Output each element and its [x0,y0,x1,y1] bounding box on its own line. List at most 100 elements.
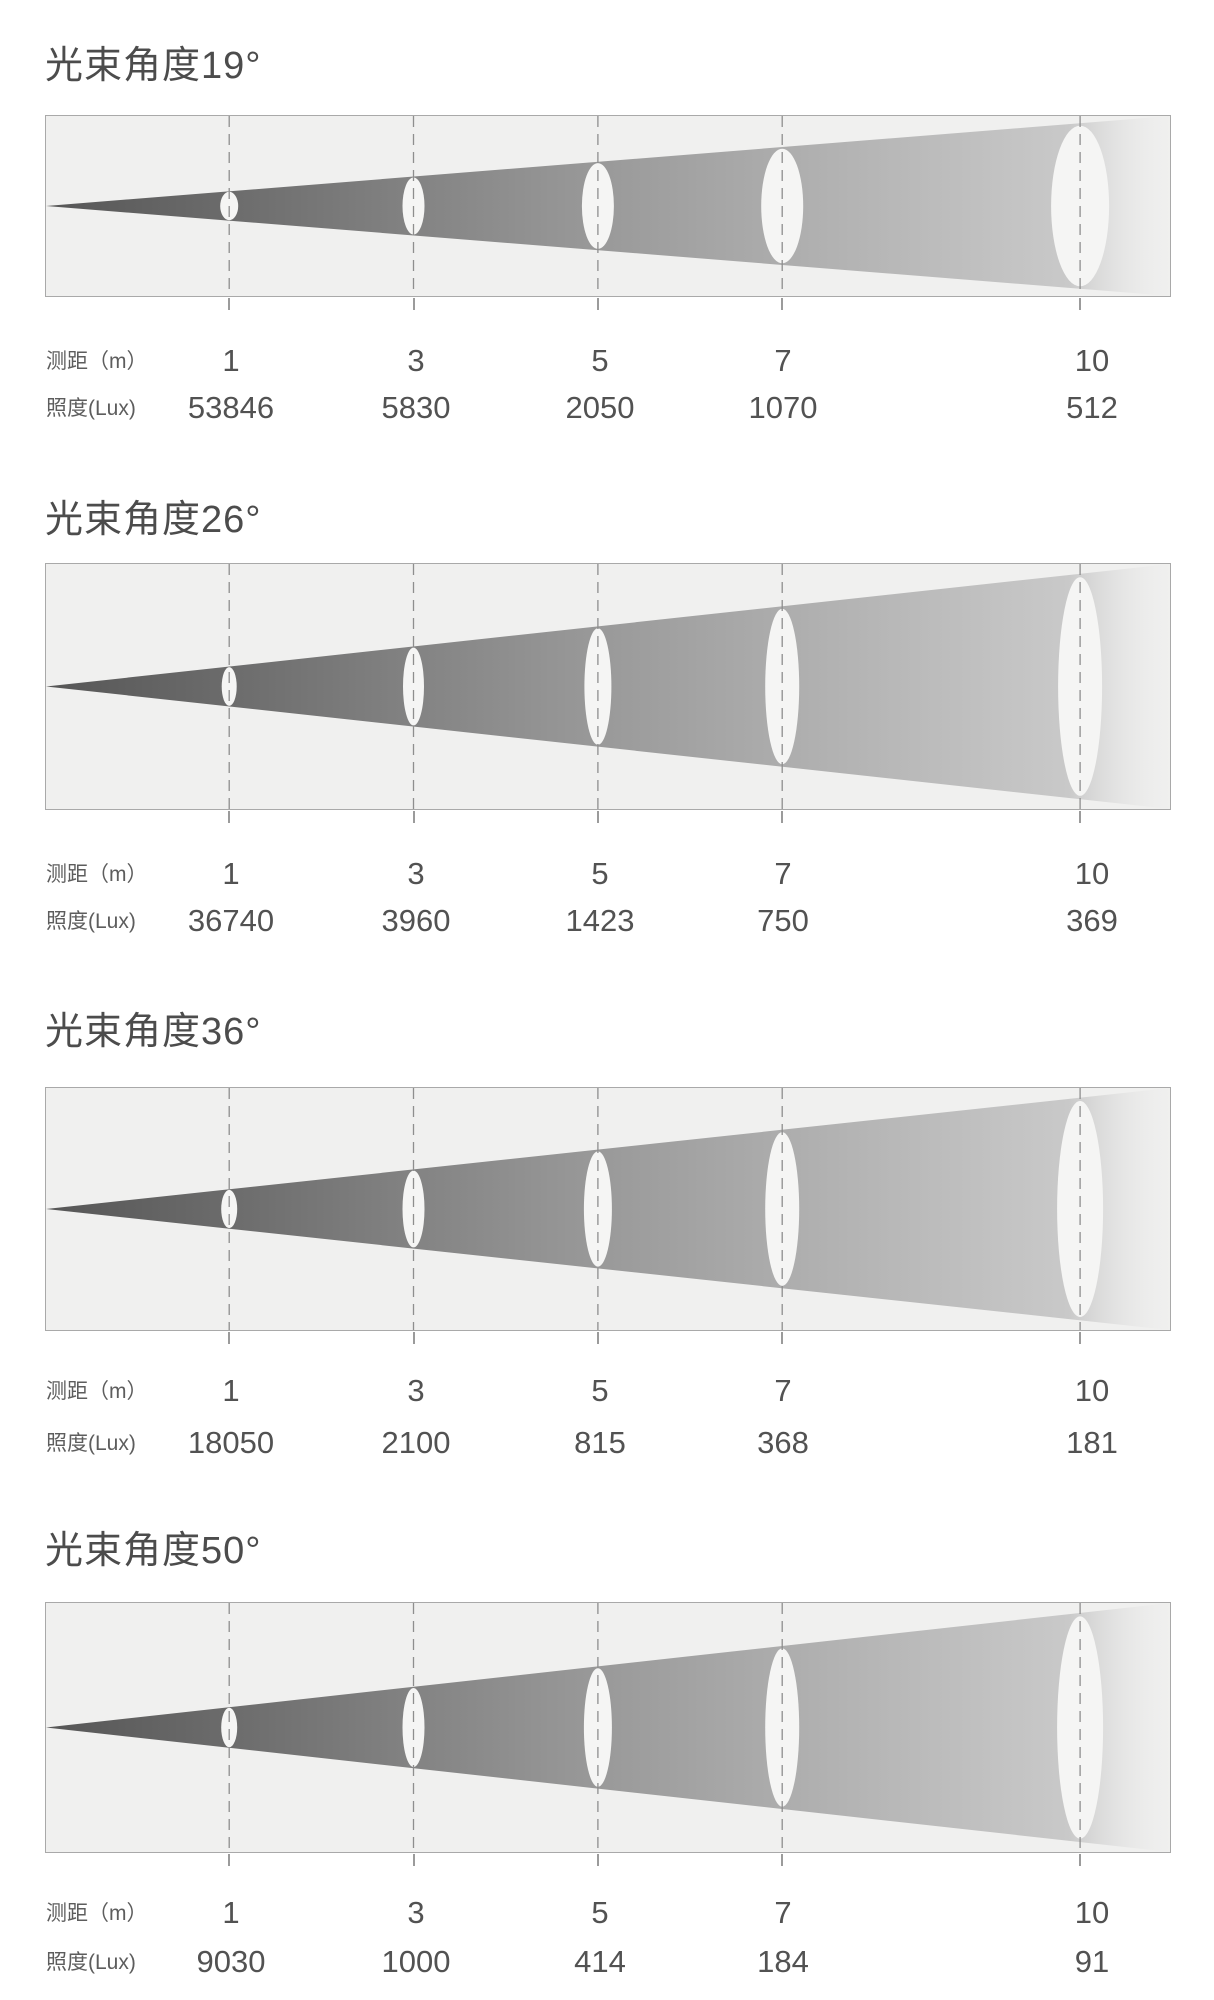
beam-spot-ellipse [765,608,800,765]
lux-row-label: 照度(Lux) [46,910,136,933]
beam-spot-ellipse [403,647,424,726]
beam-spot-ellipse [402,1688,425,1767]
distance-value: 10 [1074,1373,1110,1408]
lux-value: 1423 [565,903,635,938]
beam-diagram-panel [45,563,1171,810]
distance-value: 7 [774,1373,792,1408]
lux-value: 2100 [381,1425,451,1460]
beam-spot-ellipse [1057,1101,1104,1317]
distance-ticks [45,298,1169,312]
distance-row-label: 测距（m） [46,1380,148,1403]
distance-value: 3 [407,1373,425,1408]
distance-tick [596,1854,599,1866]
beam-spot-ellipse [402,1170,425,1248]
distance-tick [1079,811,1082,823]
beam-spot-ellipse [221,667,237,706]
lux-value: 815 [574,1425,626,1460]
lux-value: 512 [1066,390,1118,425]
lux-row-label: 照度(Lux) [46,1432,136,1455]
lux-value: 184 [757,1944,809,1979]
beam-diagram-panel [45,115,1171,297]
beam-diagram-panel [45,1087,1171,1331]
distance-tick [228,298,231,310]
beam-spot-ellipse [1058,577,1103,796]
distance-value: 10 [1074,1895,1110,1930]
beam-diagram [46,1088,1170,1330]
distance-ticks [45,1332,1169,1346]
lux-value: 36740 [187,903,275,938]
lux-value: 750 [757,903,809,938]
distance-tick [596,811,599,823]
distance-tick [781,811,784,823]
distance-row-label: 测距（m） [46,350,148,373]
lux-value: 3960 [381,903,451,938]
section-title: 光束角度50° [45,1530,262,1572]
lux-row-label: 照度(Lux) [46,397,136,420]
distance-tick [412,298,415,310]
lux-value: 181 [1066,1425,1118,1460]
distance-value: 1 [222,856,240,891]
distance-ticks [45,811,1169,825]
lux-row: 照度(Lux) 53846 5830 2050 1070 512 [0,389,1214,427]
beam-spot-ellipse [221,1189,238,1229]
distance-value: 5 [591,343,609,378]
distance-tick [228,1854,231,1866]
beam-spot-ellipse [765,1132,800,1286]
beam-spot-ellipse [1057,1616,1104,1839]
lux-value: 2050 [565,390,635,425]
distance-ticks [45,1854,1169,1868]
beam-diagram [46,564,1170,809]
distance-value: 10 [1074,856,1110,891]
lux-value: 9030 [196,1944,266,1979]
lux-value: 1000 [381,1944,451,1979]
distance-tick [228,811,231,823]
distance-value: 7 [774,343,792,378]
distance-tick [412,1332,415,1344]
distance-value: 3 [407,343,425,378]
distance-value: 3 [407,1895,425,1930]
distance-tick [781,298,784,310]
distance-row: 测距（m） 1 3 5 7 10 [0,855,1214,893]
beam-spot-ellipse [221,1707,238,1748]
distance-value: 1 [222,1373,240,1408]
lux-value: 369 [1066,903,1118,938]
beam-diagram-panel [45,1602,1171,1853]
distance-row-label: 测距（m） [46,863,148,886]
distance-value: 1 [222,343,240,378]
lux-value: 53846 [187,390,275,425]
lux-row: 照度(Lux) 9030 1000 414 184 91 [0,1943,1214,1981]
distance-tick [1079,298,1082,310]
section-title: 光束角度36° [45,1011,262,1053]
lux-value: 368 [757,1425,809,1460]
lux-value: 1070 [748,390,818,425]
distance-tick [228,1332,231,1344]
distance-row: 测距（m） 1 3 5 7 10 [0,342,1214,380]
distance-tick [412,1854,415,1866]
lux-row: 照度(Lux) 18050 2100 815 368 181 [0,1424,1214,1462]
distance-row: 测距（m） 1 3 5 7 10 [0,1894,1214,1932]
distance-tick [596,298,599,310]
distance-row: 测距（m） 1 3 5 7 10 [0,1372,1214,1410]
lux-row-label: 照度(Lux) [46,1951,136,1974]
lux-row: 照度(Lux) 36740 3960 1423 750 369 [0,902,1214,940]
section-title: 光束角度26° [45,499,262,541]
distance-value: 3 [407,856,425,891]
beam-spot-ellipse [765,1648,800,1807]
beam-spot-ellipse [1051,125,1110,287]
beam-spot-ellipse [583,1151,612,1267]
distance-value: 5 [591,1895,609,1930]
distance-tick [1079,1332,1082,1344]
distance-tick [412,811,415,823]
distance-tick [1079,1854,1082,1866]
distance-value: 7 [774,856,792,891]
distance-value: 5 [591,1373,609,1408]
distance-value: 1 [222,1895,240,1930]
distance-row-label: 测距（m） [46,1902,148,1925]
lux-value: 5830 [381,390,451,425]
distance-tick [781,1332,784,1344]
distance-tick [596,1332,599,1344]
beam-spot-ellipse [584,628,612,745]
lux-value: 18050 [187,1425,275,1460]
section-title: 光束角度19° [45,45,262,87]
